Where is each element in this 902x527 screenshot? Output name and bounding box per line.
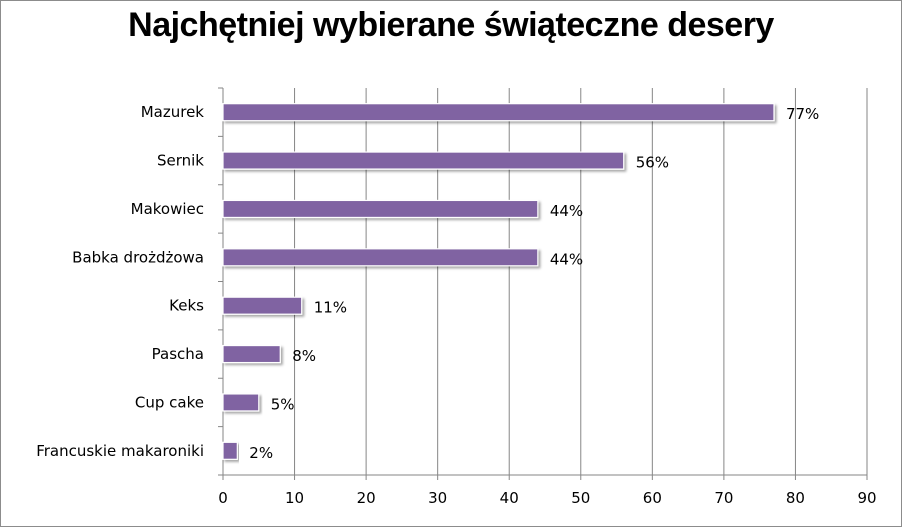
bar [222, 199, 539, 219]
x-tick-label: 70 [714, 489, 733, 507]
bar [222, 393, 260, 412]
bars [222, 103, 775, 460]
chart-title: Najchętniej wybierane świąteczne desery [128, 6, 774, 44]
x-tick-label: 60 [643, 489, 662, 507]
category-label: Francuskie makaroniki [36, 442, 204, 460]
data-label: 44% [550, 202, 583, 220]
x-tick-label: 90 [857, 489, 876, 507]
labels: 0 10 20 30 40 50 60 70 80 90 Mazurek 77% Sernik 56% Ma… [36, 103, 876, 507]
x-tick-label: 30 [428, 489, 447, 507]
data-label: 11% [314, 299, 347, 317]
gridlines [294, 88, 868, 475]
category-label: Keks [169, 297, 204, 315]
axes [218, 87, 868, 480]
data-label: 77% [786, 105, 819, 123]
bar [222, 344, 281, 364]
bar [222, 151, 625, 170]
data-label: 5% [271, 395, 295, 413]
x-tick-label: 20 [357, 489, 376, 507]
data-label: 8% [292, 347, 316, 365]
category-label: Makowiec [131, 200, 204, 218]
data-label: 44% [550, 250, 583, 268]
x-tick-label: 50 [571, 489, 590, 507]
data-label: 56% [636, 154, 669, 172]
x-tick-label: 40 [500, 489, 519, 507]
bar [222, 441, 238, 460]
category-label: Babka drożdżowa [72, 248, 204, 266]
bar [222, 296, 303, 315]
category-label: Pascha [152, 345, 204, 363]
x-tick-label: 10 [285, 489, 304, 507]
category-label: Sernik [157, 152, 204, 170]
category-label: Mazurek [141, 103, 205, 121]
data-label: 2% [249, 444, 273, 462]
category-label: Cup cake [135, 393, 204, 411]
bar [222, 103, 775, 122]
x-tick-label: 80 [786, 489, 805, 507]
bar [222, 248, 539, 267]
x-tick-label: 0 [218, 489, 228, 507]
